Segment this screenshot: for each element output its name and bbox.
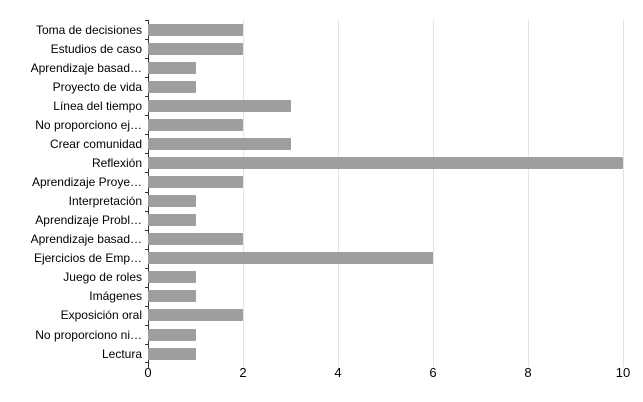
value-axis-line <box>148 20 149 368</box>
bar-row <box>148 344 623 363</box>
x-tick-label: 0 <box>144 365 152 380</box>
bar <box>148 195 196 208</box>
category-axis-tick <box>145 20 148 21</box>
category-label: Crear comunidad <box>49 136 142 151</box>
category-label: No proporciono ej… <box>35 117 142 132</box>
category-axis-tick <box>145 96 148 98</box>
category-label: Línea del tiempo <box>53 98 142 113</box>
category-label: Juego de roles <box>63 270 142 285</box>
x-axis-tick-labels: 0 2 4 6 8 10 <box>144 365 630 382</box>
bar <box>148 99 291 112</box>
bar <box>148 156 623 169</box>
bar-row <box>148 211 623 230</box>
gridline <box>243 20 244 367</box>
x-tick-label: 10 <box>615 365 631 380</box>
bar-row <box>148 173 623 192</box>
category-axis-tick <box>145 172 148 174</box>
bar-row <box>148 96 623 115</box>
category-label: Lectura <box>101 346 142 361</box>
category-axis-tick <box>145 324 148 326</box>
gridline <box>623 20 624 367</box>
category-axis-tick <box>145 343 148 345</box>
bar <box>148 214 196 227</box>
category-label: Estudios de caso <box>50 41 142 56</box>
bar <box>148 290 196 303</box>
category-label: Reflexión <box>91 155 142 170</box>
bar <box>148 309 243 322</box>
bar <box>148 347 196 360</box>
category-axis-tick <box>145 210 148 212</box>
bar-row <box>148 20 623 39</box>
category-label: Proyecto de vida <box>52 79 142 94</box>
bar <box>148 118 243 131</box>
gridline <box>433 20 434 367</box>
x-tick-label: 8 <box>524 365 532 380</box>
bar-row <box>148 268 623 287</box>
category-label: Toma de decisiones <box>35 22 142 37</box>
category-label: Aprendizaje Proye… <box>31 175 142 190</box>
bar-row <box>148 287 623 306</box>
bar <box>148 23 243 36</box>
bar-row <box>148 249 623 268</box>
category-label: Aprendizaje basad… <box>30 60 142 75</box>
plot-area <box>145 20 624 368</box>
category-label: Exposición oral <box>60 308 142 323</box>
bar <box>148 137 291 150</box>
bar <box>148 80 196 93</box>
category-axis-tick <box>145 77 148 79</box>
bar-row <box>148 306 623 325</box>
category-axis-tick <box>145 191 148 193</box>
category-axis-tick <box>145 305 148 307</box>
category-axis-tick <box>145 229 148 231</box>
category-axis-tick <box>145 153 148 155</box>
category-axis-tick <box>145 134 148 136</box>
category-label: Interpretación <box>68 194 142 209</box>
bar <box>148 233 243 246</box>
category-label: Aprendizaje basad… <box>30 232 142 247</box>
category-axis-tick <box>145 248 148 250</box>
gridline <box>528 20 529 367</box>
bar-row <box>148 192 623 211</box>
bar <box>148 176 243 189</box>
bar-row <box>148 230 623 249</box>
bar <box>148 271 196 284</box>
bar-row <box>148 134 623 153</box>
category-label: No proporciono ni… <box>35 327 142 342</box>
x-tick-label: 4 <box>334 365 342 380</box>
bar <box>148 252 433 265</box>
bar-row <box>148 58 623 77</box>
gridline <box>338 20 339 367</box>
bar <box>148 42 243 55</box>
category-axis-labels: Toma de decisiones Estudios de caso Aprend… <box>0 20 142 363</box>
bar-row <box>148 115 623 134</box>
bar <box>148 328 196 341</box>
bar-row <box>148 153 623 172</box>
category-axis-tick <box>145 39 148 41</box>
bar <box>148 61 196 74</box>
x-tick-label: 6 <box>429 365 437 380</box>
category-label: Imágenes <box>89 289 142 304</box>
category-axis-tick <box>145 58 148 60</box>
bar-row <box>148 39 623 58</box>
bars-layer <box>148 20 623 363</box>
category-label: Aprendizaje Probl… <box>35 213 142 228</box>
category-axis-tick <box>145 115 148 117</box>
bar-row <box>148 77 623 96</box>
bar-row <box>148 325 623 344</box>
category-label: Ejercicios de Emp… <box>33 251 142 266</box>
x-tick-label: 2 <box>239 365 247 380</box>
category-axis-tick <box>145 267 148 269</box>
category-axis-tick <box>145 286 148 288</box>
category-axis-tick <box>145 362 148 363</box>
